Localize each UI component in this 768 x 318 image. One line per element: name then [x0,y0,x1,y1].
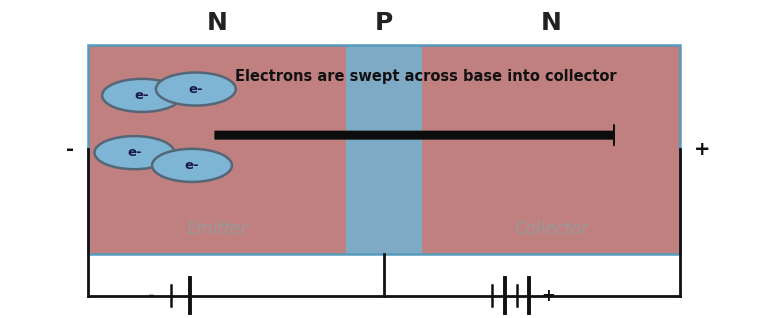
Text: N: N [541,11,561,35]
Text: Base: Base [364,220,404,238]
Text: Electrons are swept across base into collector: Electrons are swept across base into col… [236,69,617,84]
Text: N: N [207,11,227,35]
Bar [346,45,422,254]
Bar [88,45,346,254]
Text: e-: e- [184,159,200,172]
Text: e-: e- [134,89,150,102]
Circle shape [152,149,232,182]
Circle shape [156,73,236,106]
Text: +: + [694,140,710,159]
Text: Collector: Collector [514,220,588,238]
Bar [422,45,680,254]
Circle shape [102,79,182,112]
Text: -: - [147,287,154,305]
Text: P: P [375,11,393,35]
Text: +: + [541,287,555,305]
Text: -: - [67,140,74,159]
Bar [88,45,680,254]
Text: e-: e- [127,146,142,159]
Text: Emitter: Emitter [186,220,248,238]
Circle shape [94,136,174,169]
Text: e-: e- [188,83,204,95]
